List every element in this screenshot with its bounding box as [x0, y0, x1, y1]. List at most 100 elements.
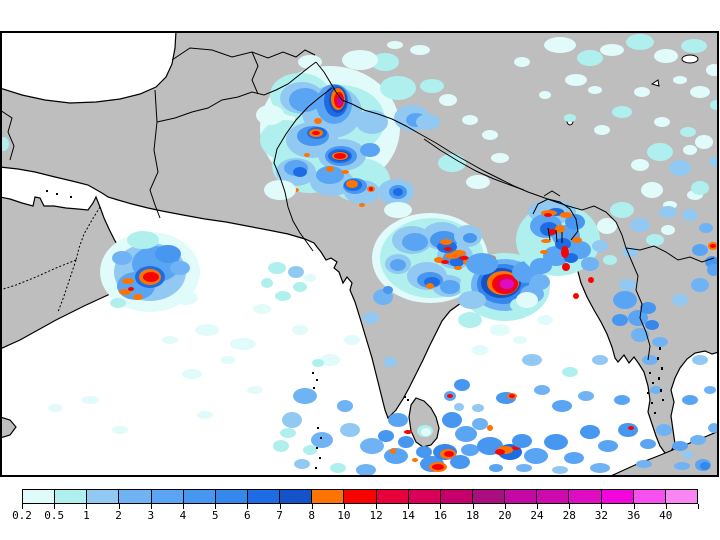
precip-cell [699, 223, 713, 233]
colorbar-tick [22, 504, 23, 509]
precip-cell [564, 114, 576, 122]
precip-cell [489, 464, 503, 472]
precip-cell [692, 355, 708, 365]
precip-cell [359, 203, 365, 207]
precip-cell [439, 94, 457, 106]
precip-cell [534, 385, 550, 395]
precip-cell [304, 274, 316, 282]
precip-cell [560, 212, 572, 218]
precip-cell [1, 137, 9, 151]
precip-cell [387, 41, 403, 49]
precip-cell [412, 458, 418, 462]
precip-cell [613, 291, 637, 309]
precip-cell [288, 266, 304, 278]
precip-cell [524, 448, 548, 464]
colorbar-cell [246, 490, 280, 503]
precip-cell [454, 403, 464, 411]
colorbar-cell [23, 490, 55, 503]
precip-cell [544, 213, 552, 217]
precip-cell [452, 250, 466, 256]
colorbar-tick [698, 504, 699, 509]
colorbar-cell [375, 490, 408, 503]
precip-cell [612, 106, 632, 118]
arabian-peninsula [1, 195, 132, 350]
precip-cell [682, 395, 698, 405]
colorbar-tick-label: 12 [369, 509, 383, 522]
island-chains [46, 190, 664, 469]
precip-cell [513, 336, 527, 344]
precip-cell [458, 312, 482, 328]
precip-cell [487, 425, 493, 431]
precip-cell [592, 355, 608, 365]
precip-cell [398, 436, 414, 448]
sri-lanka-island [408, 397, 440, 448]
precip-cell [592, 240, 608, 252]
precip-cell [458, 291, 486, 309]
colorbar-tick-label: 20 [498, 509, 512, 522]
precip-cell [438, 154, 466, 172]
map-frame [0, 31, 719, 477]
colorbar-cells [22, 489, 698, 504]
precip-cell [264, 180, 296, 200]
country-borders [1, 47, 715, 361]
precip-cell [706, 64, 718, 76]
precip-cell [700, 462, 710, 470]
colorbar-tick [54, 504, 56, 509]
precip-cell [603, 255, 617, 265]
precip-cell [292, 325, 308, 335]
precip-cell [630, 218, 650, 232]
colorbar-cell [54, 490, 87, 503]
precip-cell [432, 464, 444, 470]
precip-cell [293, 388, 317, 404]
colorbar-tick [440, 504, 442, 509]
precip-cell [673, 76, 687, 84]
precip-cell [642, 355, 658, 365]
precip-cell [462, 115, 478, 125]
precip-cell [661, 225, 675, 235]
precip-cell [652, 337, 668, 347]
precip-cell [112, 426, 128, 434]
precip-cell [466, 175, 490, 189]
colorbar-tick-label: 7 [276, 509, 283, 522]
precip-cell [490, 324, 510, 336]
precip-cell [293, 282, 307, 292]
precip-cell [598, 440, 618, 452]
colorbar-cell [86, 490, 119, 503]
precip-cell [561, 246, 569, 258]
precip-cell [680, 127, 696, 137]
precip-cell [640, 302, 656, 314]
colorbar-cell [471, 490, 505, 503]
precip-cell [565, 214, 585, 230]
precip-cell [590, 463, 610, 473]
precip-cell [681, 39, 707, 53]
precip-cell [247, 386, 263, 394]
colorbar-tick-label: 1 [83, 509, 90, 522]
precip-cell [440, 280, 460, 294]
precip-cell [384, 202, 412, 218]
colorbar-cell [343, 490, 376, 503]
colorbar-cell [664, 490, 697, 503]
colorbar-tick-label: 8 [308, 509, 316, 522]
precip-cell [330, 463, 346, 473]
precip-cell [562, 367, 578, 377]
precip-cell [708, 423, 718, 433]
colorbar-tick-label: 28 [562, 509, 576, 522]
precip-cell [119, 289, 131, 295]
precip-cell [326, 166, 334, 172]
precip-cell [268, 262, 286, 274]
precip-cell [682, 209, 698, 221]
precip-cell [540, 250, 548, 254]
precip-cell [472, 418, 488, 430]
precip-cell [369, 187, 373, 191]
precip-cell [390, 259, 406, 271]
precip-cell [628, 426, 634, 430]
precip-cell [303, 445, 317, 455]
precip-cell [710, 244, 716, 248]
colorbar-cell [118, 490, 151, 503]
precip-cell [682, 451, 694, 459]
precip-cell [172, 291, 198, 305]
precip-cell [337, 400, 353, 412]
colorbar-tick-label: 32 [594, 509, 609, 522]
precip-cell [659, 206, 677, 218]
